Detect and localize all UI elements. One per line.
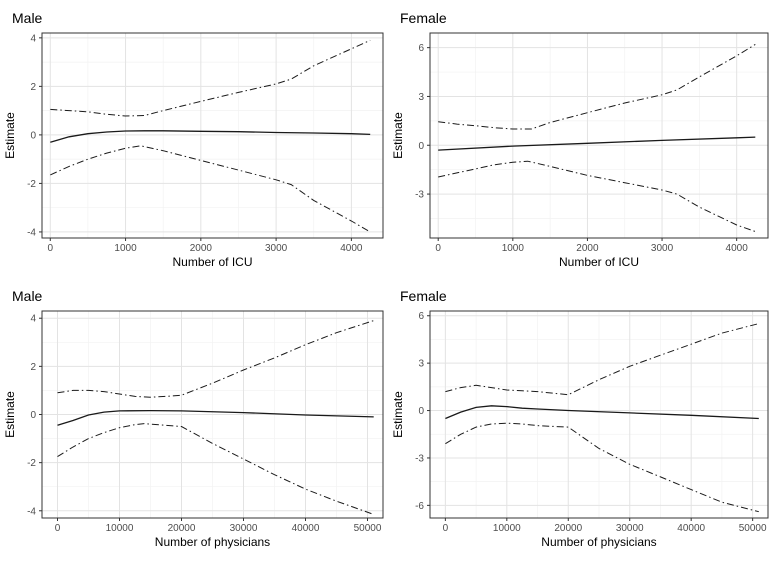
- chart-panel-4: 0 10000 20000 30000 40000 50000 -6 -3 0 3 6 Female N…: [391, 288, 769, 549]
- y-tick-label: -2: [27, 458, 36, 469]
- panel-border: [41, 32, 384, 239]
- x-tick-label: 1000: [114, 243, 137, 254]
- y-tick-label: 3: [418, 359, 424, 370]
- x-tick-label: 4000: [340, 243, 363, 254]
- y-tick-label: -3: [415, 453, 424, 464]
- x-tick-label: 3000: [651, 243, 674, 254]
- series-line-estimate: [50, 130, 371, 143]
- y-tick-label: -2: [27, 179, 36, 190]
- x-tick-label: 40000: [677, 523, 705, 534]
- x-tick-label: 20000: [554, 523, 582, 534]
- x-tick-label: 0: [443, 523, 449, 534]
- x-tick-label: 30000: [230, 523, 258, 534]
- y-tick-label: 4: [30, 33, 36, 44]
- y-axis-label: Estimate: [391, 112, 405, 159]
- y-tick-label: -4: [27, 227, 36, 238]
- series-line-estimate: [438, 136, 756, 151]
- x-tick-label: 30000: [616, 523, 644, 534]
- y-tick-label: 4: [30, 314, 36, 325]
- y-tick-label: 0: [418, 141, 424, 152]
- series-line-lower: [445, 422, 759, 513]
- series-line-upper: [50, 39, 371, 117]
- plot-background: [42, 33, 383, 238]
- panel-border: [429, 32, 769, 239]
- y-tick-label: 6: [418, 43, 424, 54]
- x-axis-label: Number of ICU: [559, 255, 639, 269]
- x-axis-label: Number of physicians: [541, 535, 656, 549]
- y-tick-label: 0: [30, 130, 36, 141]
- chart-panel-1: 0 1000 2000 3000 4000 -4 -2 0 2 4 Male Number of IC…: [3, 10, 384, 269]
- x-tick-label: 50000: [739, 523, 767, 534]
- x-tick-label: 50000: [354, 523, 382, 534]
- series-line-estimate: [57, 409, 374, 426]
- x-tick-label: 2000: [576, 243, 599, 254]
- series-line-estimate: [445, 405, 759, 420]
- series-line-upper: [57, 320, 374, 398]
- y-tick-label: -4: [27, 506, 36, 517]
- x-tick-label: 20000: [168, 523, 196, 534]
- chart-panel-3: 0 10000 20000 30000 40000 50000 -4 -2 0 2 4 Male Num…: [3, 288, 384, 549]
- x-tick-label: 4000: [726, 243, 749, 254]
- plot-background: [430, 33, 768, 238]
- panel-title: Male: [12, 288, 43, 304]
- x-tick-label: 3000: [265, 243, 288, 254]
- y-tick-label: 0: [418, 406, 424, 417]
- panel-title: Female: [400, 288, 447, 304]
- panel-border: [429, 310, 769, 519]
- series-line-lower: [50, 145, 371, 233]
- x-tick-label: 10000: [106, 523, 134, 534]
- x-tick-label: 1000: [502, 243, 525, 254]
- y-tick-label: 2: [30, 362, 36, 373]
- y-axis-label: Estimate: [3, 391, 17, 438]
- x-tick-label: 0: [47, 243, 53, 254]
- y-tick-label: 2: [30, 82, 36, 93]
- x-tick-label: 0: [55, 523, 61, 534]
- series-line-upper: [438, 43, 756, 130]
- x-tick-label: 40000: [292, 523, 320, 534]
- y-axis-label: Estimate: [391, 391, 405, 438]
- x-tick-label: 10000: [493, 523, 521, 534]
- y-tick-label: 0: [30, 410, 36, 421]
- x-axis-label: Number of ICU: [172, 255, 252, 269]
- y-tick-label: 3: [418, 92, 424, 103]
- y-tick-label: 6: [418, 311, 424, 322]
- x-axis-label: Number of physicians: [155, 535, 270, 549]
- chart-panel-2: 0 1000 2000 3000 4000 -3 0 3 6 Female Number of IC…: [391, 10, 769, 269]
- panel-title: Female: [400, 10, 447, 26]
- y-tick-label: -3: [415, 190, 424, 201]
- x-tick-label: 2000: [190, 243, 213, 254]
- panel-title: Male: [12, 10, 43, 26]
- series-line-lower: [438, 160, 756, 232]
- y-tick-label: -6: [415, 501, 424, 512]
- x-tick-label: 0: [435, 243, 441, 254]
- y-axis-label: Estimate: [3, 112, 17, 159]
